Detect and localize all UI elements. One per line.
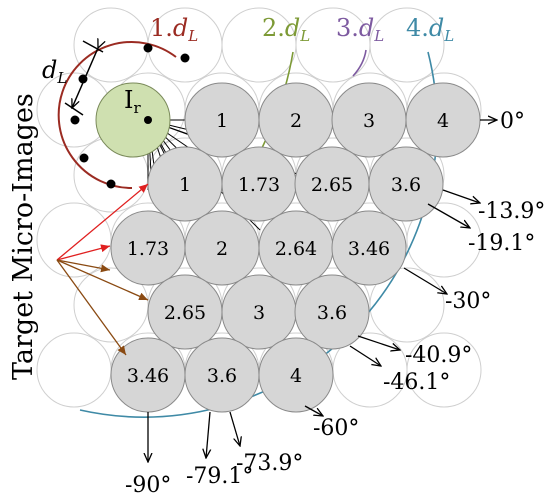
micro-image-circle: 4	[405, 82, 481, 158]
micro-image-circle: 1.73	[221, 146, 297, 222]
angle-label: 0°	[500, 109, 525, 134]
angle-arrow: -79.1°	[186, 411, 253, 489]
background-circle	[369, 7, 445, 83]
ring-label-1: 1.dL	[150, 14, 198, 45]
circle-value: 2.64	[275, 238, 317, 260]
angle-label: -13.9°	[478, 199, 545, 224]
circle-value: 4	[290, 365, 302, 387]
ir-center-dot	[144, 116, 152, 124]
angle-arrow: -30°	[403, 267, 491, 314]
angle-arrows: 0° -13.9° -19.1° -30° -40.9°-46.1° -60° -73.9°…	[125, 109, 545, 498]
angle-arrow: -60°	[304, 405, 359, 441]
circle-value: 3.6	[391, 174, 421, 196]
angle-label: -30°	[445, 289, 491, 314]
target-arrow	[56, 259, 111, 273]
micro-image-circle: 2.64	[258, 210, 334, 286]
ir-label: Ir	[124, 86, 141, 117]
micro-image-circle: 3.46	[331, 210, 407, 286]
micro-image-circle: 1.73	[110, 210, 186, 286]
ring-dot	[106, 179, 116, 189]
background-circle	[406, 202, 482, 278]
circle-value: 3.46	[127, 365, 169, 387]
target-arrow	[56, 183, 149, 261]
circle-value: 3	[253, 302, 265, 324]
angle-arrow: -90°	[125, 412, 171, 498]
micro-image-circle: 3.6	[184, 337, 260, 413]
circle-value: 2	[216, 238, 228, 260]
micro-image-circle: 1	[184, 82, 260, 158]
circle-value: 1	[179, 174, 191, 196]
circle-value: 4	[437, 110, 449, 132]
target-arrow	[56, 259, 149, 301]
micro-image-circle: 3	[221, 274, 297, 350]
dl-label: dL	[42, 56, 67, 87]
target-arrows	[56, 183, 149, 356]
angle-arrow: -46.1°	[349, 345, 450, 395]
micro-image-circle: 1	[147, 146, 223, 222]
circle-value: 3.6	[317, 302, 347, 324]
background-circle	[406, 332, 482, 408]
ring-label-3: 3.dL	[336, 14, 384, 45]
background-circle	[369, 267, 445, 343]
angle-label: -90°	[125, 473, 171, 498]
micro-image-circle: 2	[258, 82, 334, 158]
circle-value: 1	[216, 110, 228, 132]
angle-label: -40.9°	[405, 343, 472, 368]
ring-dot	[79, 153, 89, 163]
angle-label: -19.1°	[468, 231, 535, 256]
ring-1-arc	[57, 41, 177, 190]
background-circle	[36, 332, 112, 408]
angle-arrow: -40.9°	[357, 335, 472, 368]
circle-value: 1.73	[238, 174, 280, 196]
angle-arrow: -13.9°	[442, 189, 545, 224]
circle-value: 3.46	[348, 238, 390, 260]
micro-image-circle: 2.65	[147, 274, 223, 350]
target-arrow	[56, 259, 127, 356]
side-label: Target Micro-Images	[8, 93, 39, 380]
background-circle	[36, 202, 112, 278]
circle-value: 2.65	[164, 302, 206, 324]
ring-label-4: 4.dL	[406, 14, 454, 45]
angle-label: -79.1°	[186, 464, 253, 489]
micro-image-circle: 3	[331, 82, 407, 158]
dl-dimension: dL	[42, 41, 103, 116]
angle-label: -73.9°	[236, 451, 303, 476]
ring-dot	[143, 43, 153, 53]
micro-image-circles: 1 2 3 4 1 1.73 2.65 3.6 1.73 2 2.64 3.46 2.65 3 3.6 3.4…	[110, 82, 481, 413]
angle-label: -60°	[313, 416, 359, 441]
ring-dot	[180, 53, 190, 63]
reference-micro-image: Ir	[95, 82, 171, 158]
micro-image-circle: 3.6	[294, 274, 370, 350]
ring-dot	[70, 115, 80, 125]
ring-label-2: 2.dL	[262, 14, 310, 45]
target-arrow	[56, 244, 111, 261]
micro-image-circle: 3.6	[368, 146, 444, 222]
angle-arrow: 0°	[480, 109, 525, 134]
ring-3-arc	[352, 49, 367, 77]
angle-arrow: -73.9°	[229, 411, 303, 476]
micro-image-circle: 2.65	[294, 146, 370, 222]
ring-labels: 1.dL 2.dL 3.dL 4.dL	[150, 14, 454, 45]
circle-value: 2	[290, 110, 302, 132]
micro-image-circle: 2	[184, 210, 260, 286]
micro-image-circle: 4	[258, 337, 334, 413]
circle-value: 1.73	[127, 238, 169, 260]
circle-value: 3.6	[207, 365, 237, 387]
angle-label: -46.1°	[383, 370, 450, 395]
circle-value: 2.65	[311, 174, 353, 196]
circle-value: 3	[363, 110, 375, 132]
angle-arrow: -19.1°	[427, 203, 535, 256]
